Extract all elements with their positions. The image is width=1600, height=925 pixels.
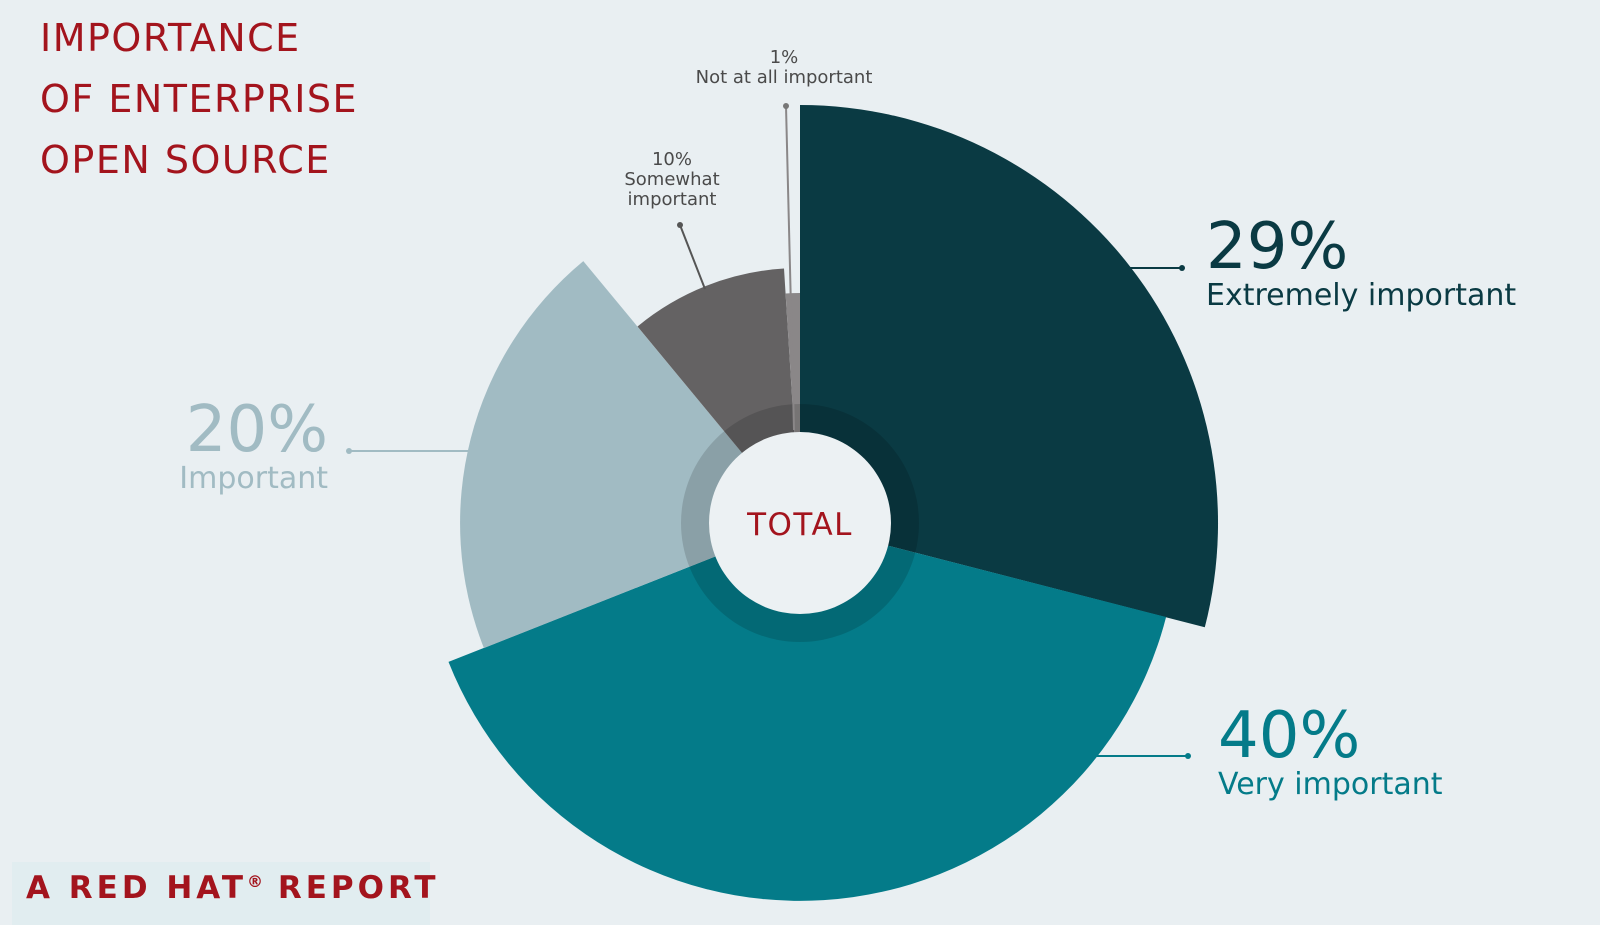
label-not-at-all-important: 1% Not at all important [684, 48, 884, 88]
label-very-important: 40% Very important [1218, 704, 1443, 802]
leader-not-at-all [783, 103, 795, 431]
title-line-1: IMPORTANCE [40, 16, 301, 60]
title-line-2: OF ENTERPRISE [40, 77, 359, 121]
label-important-text: Important [179, 461, 328, 496]
footer-brand: A RED HAT® REPORT [12, 862, 436, 925]
footer-brand-pre: A RED HAT [26, 870, 248, 906]
label-extremely-text: Extremely important [1206, 278, 1517, 313]
leader-important [346, 448, 472, 454]
label-not-at-all-pct: 1% [769, 47, 799, 68]
label-very-pct: 40% [1218, 699, 1361, 773]
leader-somewhat [677, 222, 706, 290]
label-somewhat-text2: important [627, 189, 717, 210]
chart-title: IMPORTANCE OF ENTERPRISE OPEN SOURCE [40, 8, 358, 191]
footer-brand-post: REPORT [263, 870, 440, 906]
center-hole [709, 432, 891, 614]
center-label: TOTAL [746, 507, 853, 543]
leader-extremely [1130, 265, 1185, 271]
label-important: 20% Important [176, 398, 328, 496]
label-somewhat-text1: Somewhat [624, 169, 720, 190]
title-line-3: OPEN SOURCE [40, 138, 331, 182]
footer-brand-text: A RED HAT® REPORT [26, 870, 440, 906]
label-important-pct: 20% [185, 393, 328, 467]
registered-mark: ® [247, 872, 264, 891]
label-very-text: Very important [1218, 767, 1443, 802]
label-somewhat-important: 10% Somewhat important [612, 150, 732, 210]
label-extremely-pct: 29% [1206, 210, 1349, 284]
label-somewhat-pct: 10% [651, 149, 692, 170]
leader-very [1095, 753, 1191, 759]
label-not-at-all-text: Not at all important [695, 67, 873, 88]
slice-very-important [448, 523, 1167, 901]
slice-extremely-important [800, 105, 1219, 628]
label-extremely-important: 29% Extremely important [1206, 215, 1516, 313]
